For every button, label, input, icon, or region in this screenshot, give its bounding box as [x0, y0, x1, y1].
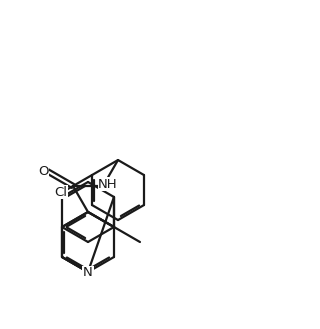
Text: N: N [83, 266, 93, 280]
Text: O: O [38, 164, 48, 178]
Text: NH: NH [98, 178, 118, 190]
Text: Cl: Cl [54, 186, 68, 198]
